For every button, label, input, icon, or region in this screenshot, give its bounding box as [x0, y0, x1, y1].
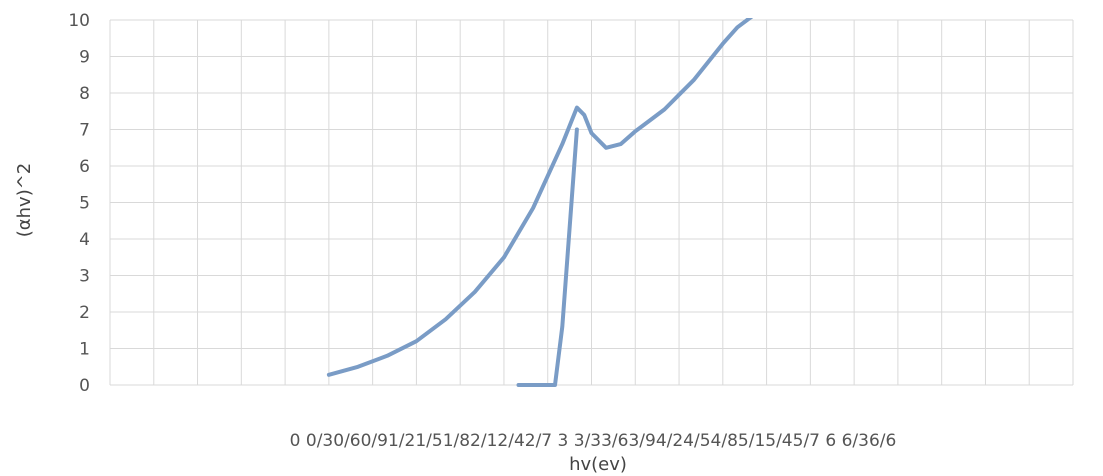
series-line-curve	[326, 14, 754, 377]
y-tick-label: 9	[79, 48, 90, 68]
y-tick-label: 0	[79, 376, 90, 396]
series-line-tangent	[516, 127, 579, 387]
series-layer	[110, 0, 1073, 387]
y-tick-label: 1	[79, 340, 90, 360]
y-tick-label: 6	[79, 157, 90, 177]
x-tick-labels: 0 0/30/60/91/21/51/82/12/42/7 3 3/33/63/…	[290, 431, 897, 451]
y-axis-title: (αhv)^2	[14, 163, 35, 238]
grid	[109, 19, 1074, 386]
y-tick-label: 3	[79, 267, 90, 287]
x-axis-title: hv(ev)	[569, 454, 627, 475]
y-tick-labels: 0 1 2 3 4 5 6 7 8 9 10	[68, 11, 90, 396]
y-tick-label: 10	[68, 11, 90, 31]
y-tick-label: 2	[79, 303, 90, 323]
y-tick-label: 7	[79, 121, 90, 141]
y-tick-label: 8	[79, 84, 90, 104]
y-tick-label: 4	[79, 230, 90, 250]
plot-top-mask	[110, 0, 1073, 18]
y-tick-label: 5	[79, 194, 90, 214]
